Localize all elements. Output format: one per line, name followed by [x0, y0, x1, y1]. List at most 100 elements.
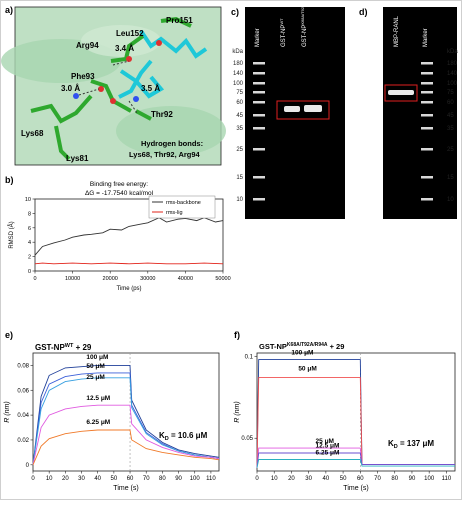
residue-label: Arg94 [76, 41, 99, 50]
x-tick-label: 110 [206, 476, 216, 482]
kda-label: 45 [236, 113, 243, 119]
kda-label: 35 [447, 126, 454, 132]
gel-d-content: kDa 180 140 100 75 60 45 35 25 15 10 MBP-RANL Marker [388, 15, 458, 203]
hbond-title: Hydrogen bonds: [141, 139, 203, 148]
y-tick-label: 0.04 [17, 413, 29, 419]
concentration-label: 6.25 μM [316, 449, 340, 456]
series-line-2 [34, 262, 224, 265]
series-line-5 [32, 429, 220, 465]
x-tick-label: 20000 [103, 276, 118, 282]
gel-d-highlight-box [384, 84, 418, 102]
plot-frame [32, 352, 220, 472]
concentration-label: 12.5 μM [86, 395, 110, 402]
marker-band [253, 91, 265, 94]
y-tick-label: 0.02 [17, 438, 29, 444]
y-tick-label: 6 [28, 226, 31, 232]
kda-label: 60 [447, 100, 454, 106]
gel-d [383, 7, 457, 219]
x-tick-label: 10 [271, 476, 278, 482]
concentration-label: 100 μM [291, 349, 313, 356]
x-axis-label: Time (ps) [116, 286, 141, 292]
x-tick-label: 30 [305, 476, 312, 482]
x-tick-label: 100 [424, 476, 435, 482]
protein-band [304, 105, 322, 112]
residue-label: Phe93 [71, 72, 95, 81]
y-tick-label: 2 [28, 255, 31, 261]
x-tick-label: 0 [255, 476, 259, 482]
residue-label: Thr92 [151, 110, 173, 119]
residue-label: Leu152 [116, 29, 144, 38]
x-tick-label: 80 [159, 476, 166, 482]
hbond-residues: Lys68, Thr92, Arg94 [129, 150, 201, 159]
lane-label: Marker [255, 28, 261, 47]
x-tick-label: 50 [111, 476, 118, 482]
kda-label: 140 [447, 71, 458, 77]
chart-b-title-line1: Binding free energy: [90, 181, 148, 188]
concentration-label: 50 μM [298, 366, 316, 373]
marker-band [421, 148, 433, 151]
x-tick-label: 20 [62, 476, 69, 482]
panel-letter-f: f) [234, 330, 240, 340]
series-line-1 [32, 364, 220, 465]
distance-label: 3.0 Å [61, 84, 80, 93]
x-tick-label: 30 [78, 476, 85, 482]
kda-label: 75 [236, 90, 243, 96]
residue-label: Lys68 [21, 129, 44, 138]
series-line-1 [256, 359, 455, 468]
legend-label-backbone: rms-backbone [166, 200, 201, 206]
marker-band [421, 127, 433, 130]
kda-label: 100 [447, 81, 458, 87]
kda-label: 10 [236, 197, 243, 203]
kda-label: 10 [447, 197, 454, 203]
concentration-label: 50 μM [86, 363, 104, 370]
marker-band [253, 176, 265, 179]
series-line-3 [32, 377, 220, 465]
x-tick-label: 80 [391, 476, 398, 482]
kda-label: 25 [447, 147, 454, 153]
x-tick-label: 40 [94, 476, 101, 482]
x-tick-label: 20 [288, 476, 295, 482]
x-tick-label: 110 [442, 476, 452, 482]
chart-f: 0 10 20 30 40 50 60 70 80 90 100 110 0.05 0.1 Time (s)… [234, 349, 456, 492]
gel-c-content: kDa 180 140 100 75 60 45 35 25 15 10 Marker GST-NPWT… [232, 0, 322, 203]
kda-label: 15 [447, 175, 454, 181]
chart-b-legend: rms-backbone rms-lig [148, 195, 216, 219]
lane-label: GST-NPWT [279, 18, 287, 47]
protein-band [388, 90, 414, 95]
concentration-label: 25 μM [316, 438, 334, 445]
kda-axis-title: kDa [447, 49, 458, 55]
x-tick-label: 90 [409, 476, 416, 482]
panel-letter-e: e) [5, 330, 13, 340]
kda-label: 45 [447, 113, 454, 119]
kda-label: 180 [233, 61, 244, 67]
lane-label: GST-NPK68A/T92A/R94A [300, 1, 308, 47]
marker-band [253, 62, 265, 65]
x-axis-label: Time (s) [343, 485, 368, 492]
series-line-4 [256, 452, 455, 468]
panel-letter-d: d) [359, 7, 368, 17]
x-tick-label: 60 [357, 476, 364, 482]
x-tick-label: 0 [31, 476, 35, 482]
chart-b: 0 10000 20000 30000 40000 50000 0 2 4 6 8 10 Time (p… [8, 197, 231, 292]
x-tick-label: 30000 [140, 276, 155, 282]
marker-band [421, 62, 433, 65]
marker-band [421, 198, 433, 201]
marker-band [253, 148, 265, 151]
marker-band [253, 198, 265, 201]
y-tick-label: 8 [28, 211, 31, 217]
marker-band [253, 127, 265, 130]
marker-band [421, 101, 433, 104]
protein-band [284, 106, 300, 112]
marker-band [421, 72, 433, 75]
concentration-label: 25 μM [86, 374, 104, 381]
marker-band [421, 114, 433, 117]
kda-label: 180 [447, 61, 458, 67]
panel-letter-b: b) [5, 175, 14, 185]
x-tick-label: 0 [33, 276, 36, 282]
y-tick-label: 0.06 [17, 388, 29, 394]
chart-e-kd: KD = 10.6 μM [159, 431, 208, 442]
kda-axis-title: kDa [232, 49, 243, 55]
kda-label: 25 [236, 147, 243, 153]
